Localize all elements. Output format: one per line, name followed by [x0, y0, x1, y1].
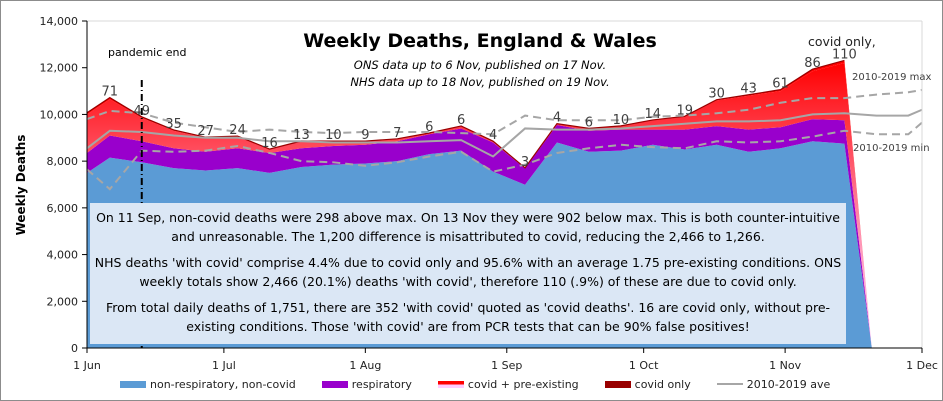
y-tick-label: 12,000 [40, 62, 79, 75]
legend-label: non-respiratory, non-covid [150, 377, 296, 391]
x-tick-label: 1 Dec [906, 359, 938, 372]
data-label: 9 [361, 128, 369, 143]
x-tick-label: 1 Jun [73, 359, 101, 372]
data-label: 71 [102, 85, 119, 100]
data-label: 24 [229, 123, 246, 138]
line-2010-2019-min [86, 121, 923, 191]
x-tick-label: 1 Jul [212, 359, 236, 372]
legend-swatch [120, 380, 146, 388]
chart-legend: non-respiratory, non-covid respiratory c… [120, 375, 856, 393]
data-label: 10 [613, 113, 630, 128]
data-label: 6 [425, 120, 433, 135]
data-label: 110 [832, 47, 857, 62]
data-label: 10 [325, 128, 342, 143]
data-label: 4 [489, 128, 497, 143]
commentary-paragraph: On 11 Sep, non-covid deaths were 298 abo… [96, 210, 840, 244]
y-tick-label: 4,000 [47, 249, 79, 262]
line-2010-2019-ave [86, 108, 923, 158]
data-label: 13 [293, 128, 310, 143]
data-label: 6 [457, 113, 465, 128]
legend-swatch [321, 380, 348, 388]
legend-item-respiratory: respiratory [321, 377, 412, 391]
data-label: 4 [553, 111, 561, 126]
chart-subtitle-nhs: NHS data up to 18 Nov, published on 19 N… [350, 75, 610, 89]
area-covid-pre-existing [87, 63, 872, 349]
legend-label: covid only [634, 377, 691, 391]
legend-item-ave: 2010-2019 ave [716, 377, 831, 391]
data-label: 7 [393, 126, 401, 141]
commentary-textbox: On 11 Sep, non-covid deaths were 298 abo… [90, 203, 846, 344]
y-tick-label: 10,000 [40, 108, 79, 121]
data-label: 61 [772, 77, 789, 92]
legend-label: covid + pre-existing [467, 377, 579, 391]
max-line-label: 2010-2019 max [852, 72, 932, 83]
axes: 0 2,000 4,000 6,000 8,000 10,000 12,000 14,000 1… [40, 15, 938, 372]
data-label: 43 [740, 82, 757, 97]
data-label: 14 [645, 107, 662, 122]
y-axis-label: Weekly Deaths [14, 135, 28, 236]
y-tick-label: 6,000 [47, 202, 79, 215]
y-tick-label: 0 [71, 342, 78, 355]
area-respiratory [87, 119, 872, 348]
covid-only-annotation: covid only, [808, 34, 876, 49]
legend-label: respiratory [351, 377, 412, 391]
line-2010-2019-max [86, 88, 923, 136]
data-label: 86 [804, 56, 821, 71]
x-tick-label: 1 Oct [629, 359, 659, 372]
legend-label: 2010-2019 ave [746, 377, 831, 391]
data-label: 6 [585, 115, 593, 130]
y-tick-label: 8,000 [47, 155, 79, 168]
x-tick-label: 1 Sep [491, 359, 522, 372]
x-tick-label: 1 Nov [769, 359, 801, 372]
data-label: 30 [708, 87, 725, 102]
reference-lines [86, 80, 923, 348]
legend-item-covid-pre-existing: covid + pre-existing [437, 377, 579, 391]
chart-subtitle-ons: ONS data up to 6 Nov, published on 17 No… [353, 58, 607, 72]
commentary-paragraph: From total daily deaths of 1,751, there … [105, 300, 831, 334]
data-label: 19 [676, 103, 693, 118]
data-label: 35 [165, 117, 182, 132]
data-label: 49 [133, 104, 150, 119]
chart-title: Weekly Deaths, England & Wales [303, 30, 657, 52]
pandemic-end-label: pandemic end [108, 46, 187, 59]
data-label: 16 [261, 136, 278, 151]
data-label: 3 [521, 155, 529, 170]
data-label: 27 [197, 124, 214, 139]
y-tick-label: 2,000 [47, 295, 79, 308]
x-tick-label: 1 Aug [349, 359, 381, 372]
commentary-paragraph: NHS deaths 'with covid' comprise 4.4% du… [94, 255, 842, 289]
legend-item-non-respiratory: non-respiratory, non-covid [120, 378, 296, 391]
legend-swatch [604, 380, 631, 388]
min-line-label: 2010-2019 min [853, 143, 930, 154]
legend-item-covid-only: covid only [604, 377, 691, 391]
legend-line [716, 383, 743, 385]
y-tick-label: 14,000 [40, 15, 79, 28]
legend-swatch [437, 380, 464, 388]
